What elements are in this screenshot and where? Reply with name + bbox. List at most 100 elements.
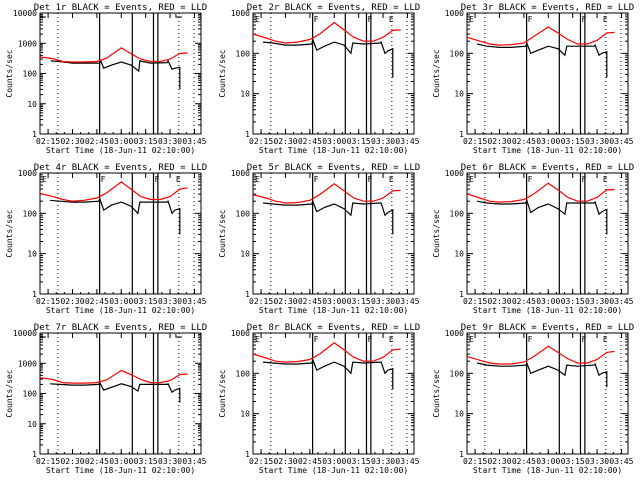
- segment-flag-f: F: [528, 335, 533, 344]
- segment-flag-f: F: [314, 15, 319, 24]
- y-tick-label: 1: [245, 450, 250, 459]
- y-tick-label: 10: [454, 90, 464, 99]
- y-tick-label: 1: [32, 290, 37, 299]
- y-tick-label: 10: [454, 410, 464, 419]
- series-lld: [467, 345, 615, 365]
- series-events: [50, 381, 181, 403]
- x-tick-label: 03:30: [585, 137, 609, 146]
- panel-det-7: Det 7r BLACK = Events, RED = LLD 1 10 100 10…: [5, 323, 207, 475]
- x-tick-label: 03:15: [561, 457, 585, 466]
- segment-flag-e: E: [389, 175, 394, 184]
- x-tick-label: 03:00: [322, 457, 346, 466]
- series-events: [50, 59, 181, 90]
- panel-title: Det 3r BLACK = Events, RED = LLD: [461, 3, 634, 13]
- y-tick-label: 100: [23, 390, 38, 399]
- x-tick-label: 03:15: [347, 297, 371, 306]
- x-tick-label: 03:45: [182, 457, 206, 466]
- panel-title: Det 9r BLACK = Events, RED = LLD: [461, 323, 634, 333]
- x-tick-label: 03:00: [109, 457, 133, 466]
- x-tick-label: 03:15: [347, 457, 371, 466]
- x-tick-label: 02:15: [36, 457, 60, 466]
- panel-title: Det 7r BLACK = Events, RED = LLD: [34, 323, 207, 333]
- series-lld: [253, 21, 401, 44]
- plot-frame: [466, 172, 629, 295]
- segment-bracket: [175, 334, 182, 338]
- x-tick-label: 02:30: [273, 297, 297, 306]
- x-tick-label: 02:15: [463, 137, 487, 146]
- panel-title: Det 5r BLACK = Events, RED = LLD: [247, 163, 420, 173]
- x-tick-label: 02:45: [512, 457, 536, 466]
- series-lld: [467, 26, 615, 46]
- y-tick-label: 10: [240, 250, 250, 259]
- x-tick-label: 02:45: [85, 137, 109, 146]
- series-events: [50, 196, 181, 235]
- y-tick-label: 100: [236, 209, 251, 218]
- x-tick-label: 03:00: [536, 297, 560, 306]
- x-tick-label: 03:45: [609, 457, 633, 466]
- series-events: [263, 357, 394, 390]
- plot-frame: [39, 332, 202, 455]
- x-axis-label: Start Time (18-Jun-11 02:10:00): [46, 146, 195, 155]
- series-lld: [40, 47, 188, 63]
- segment-flag-e: E: [603, 15, 608, 24]
- plot-frame: [252, 12, 415, 135]
- y-tick-label: 1000: [18, 359, 37, 368]
- panel-title: Det 2r BLACK = Events, RED = LLD: [247, 3, 420, 13]
- y-axis-label: Counts/sec: [218, 209, 227, 257]
- panel-det-3: Det 3r BLACK = Events, RED = LLD 1 10 100 10…: [432, 3, 634, 155]
- segment-flag-f: F: [581, 175, 586, 184]
- x-tick-label: 03:15: [134, 297, 158, 306]
- x-axis-label: Start Time (18-Jun-11 02:10:00): [259, 146, 408, 155]
- y-tick-label: 100: [23, 70, 38, 79]
- y-tick-label: 10: [27, 420, 37, 429]
- panel-det-6: Det 6r BLACK = Events, RED = LLD 1 10 100 10…: [432, 163, 634, 315]
- segment-flag-f: F: [367, 335, 372, 344]
- y-tick-label: 1000: [231, 329, 250, 338]
- y-tick-label: 1000: [445, 9, 464, 18]
- segment-flag-e: E: [255, 15, 260, 24]
- segment-flag-e: E: [469, 15, 474, 24]
- y-tick-label: 10: [240, 90, 250, 99]
- y-tick-label: 100: [450, 49, 465, 58]
- panel-title: Det 4r BLACK = Events, RED = LLD: [34, 163, 207, 173]
- x-tick-label: 02:15: [463, 297, 487, 306]
- x-tick-label: 02:30: [487, 137, 511, 146]
- segment-flag-f: F: [581, 335, 586, 344]
- segment-flag-f: F: [528, 15, 533, 24]
- x-tick-label: 03:00: [536, 457, 560, 466]
- panel-title: Det 6r BLACK = Events, RED = LLD: [461, 163, 634, 173]
- y-tick-label: 1000: [231, 169, 250, 178]
- y-tick-label: 1000: [445, 169, 464, 178]
- y-tick-label: 10: [454, 250, 464, 259]
- y-tick-label: 10000: [13, 329, 37, 338]
- segment-flag-e: E: [469, 175, 474, 184]
- segment-flag-f: F: [101, 175, 106, 184]
- y-tick-label: 100: [23, 209, 38, 218]
- series-lld: [40, 369, 188, 384]
- y-tick-label: 10000: [13, 9, 37, 18]
- series-events: [476, 198, 608, 235]
- x-tick-label: 02:30: [273, 457, 297, 466]
- x-tick-label: 03:00: [109, 137, 133, 146]
- x-tick-label: 02:15: [36, 297, 60, 306]
- y-axis-label: Counts/sec: [432, 49, 441, 97]
- y-axis-label: Counts/sec: [5, 49, 14, 97]
- x-tick-label: 02:45: [298, 297, 322, 306]
- segment-flag-f: F: [367, 175, 372, 184]
- x-tick-label: 02:45: [298, 137, 322, 146]
- x-axis-label: Start Time (18-Jun-11 02:10:00): [473, 306, 622, 315]
- y-axis-label: Counts/sec: [5, 209, 14, 257]
- x-tick-label: 03:00: [322, 137, 346, 146]
- panel-det-2: Det 2r BLACK = Events, RED = LLD 1 10 100 10…: [218, 3, 420, 155]
- segment-flag-e: E: [176, 175, 181, 184]
- x-tick-label: 02:15: [249, 137, 273, 146]
- x-tick-label: 03:00: [536, 137, 560, 146]
- y-tick-label: 10: [27, 100, 37, 109]
- x-tick-label: 02:15: [249, 457, 273, 466]
- panel-det-1: Det 1r BLACK = Events, RED = LLD 1 10 100 10…: [5, 3, 207, 155]
- segment-flag-e: E: [389, 335, 394, 344]
- segment-bracket: [39, 14, 46, 18]
- y-tick-label: 100: [236, 369, 251, 378]
- x-tick-label: 02:15: [463, 457, 487, 466]
